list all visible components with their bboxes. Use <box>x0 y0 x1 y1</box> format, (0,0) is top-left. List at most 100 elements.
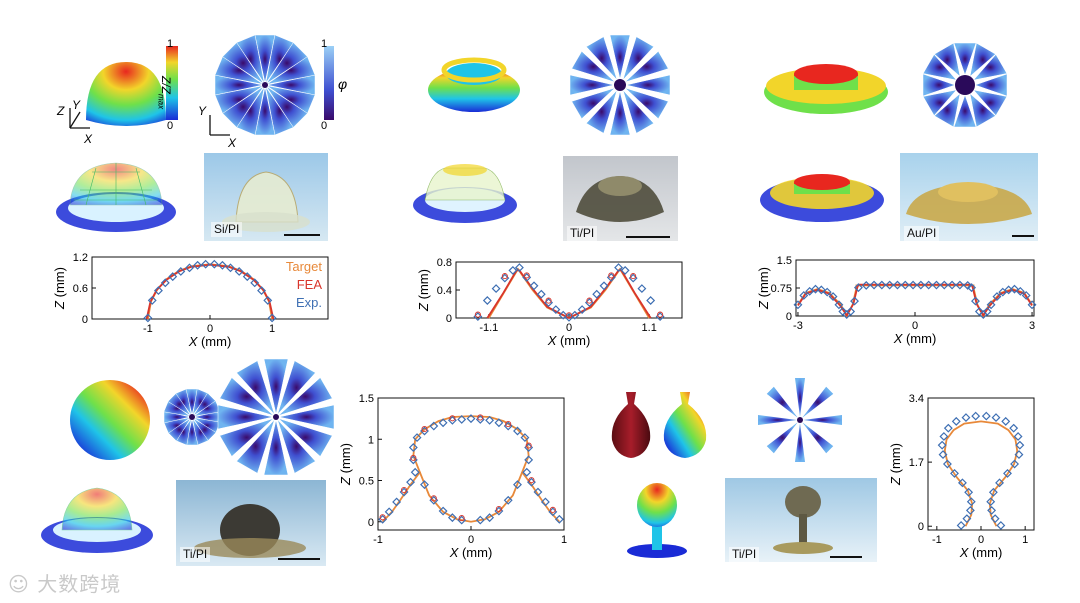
fea-point <box>523 272 530 279</box>
y-tick-label: 1.5 <box>777 255 792 267</box>
petal <box>974 73 1008 97</box>
exp-point <box>406 477 415 487</box>
x-tick-label: 1 <box>1022 534 1028 546</box>
petal <box>254 86 276 136</box>
petal <box>214 74 264 96</box>
exp-point <box>412 433 422 443</box>
petal-center <box>614 79 626 91</box>
x-tick-label: -1 <box>143 323 153 335</box>
fea-point <box>545 297 552 304</box>
flower-pattern-5 <box>217 358 335 476</box>
y-tick-label: 1.2 <box>73 252 88 264</box>
petal <box>922 89 958 116</box>
axis-glyph-x: X <box>84 132 93 146</box>
petal <box>236 360 275 415</box>
exp-point <box>838 307 848 316</box>
y-tick-label: 0.75 <box>771 283 792 295</box>
petal <box>254 34 276 84</box>
exp-point <box>990 514 1000 524</box>
exp-point <box>154 286 163 296</box>
y-tick-label: 0 <box>786 311 792 323</box>
exp-point <box>1015 440 1025 450</box>
exp-point <box>646 296 656 305</box>
petal <box>622 90 655 134</box>
chart-disk-ring: -3 0 300.751.5X (mm)Z (mm) <box>756 255 1037 346</box>
y-tick-label: 1 <box>368 434 374 446</box>
exp-point <box>966 497 976 507</box>
petal <box>277 360 316 415</box>
angle-colorbar-bottom: 0 <box>321 120 328 132</box>
petal-center <box>273 414 279 420</box>
exp-point <box>828 292 838 302</box>
exp-point <box>522 467 532 477</box>
petal <box>953 42 977 76</box>
petal <box>766 386 798 418</box>
exp-point <box>955 280 965 290</box>
plot-frame <box>455 261 683 319</box>
exp-point <box>267 313 277 323</box>
exp-point <box>971 411 981 421</box>
petal <box>953 94 977 128</box>
x-tick-label: 0 <box>468 534 474 546</box>
petal <box>622 36 655 80</box>
exp-point <box>1021 291 1031 300</box>
exp-point <box>805 286 815 296</box>
exp-point <box>160 278 170 288</box>
mesh-sphere <box>41 487 153 553</box>
exp-point <box>908 280 918 290</box>
exp-point <box>438 506 448 516</box>
mesh-cone-ring <box>413 164 517 223</box>
petal <box>266 86 308 128</box>
petal <box>219 418 274 457</box>
fea-point <box>449 415 456 422</box>
petal <box>236 419 275 474</box>
x-axis-label: X (mm) <box>959 545 1003 560</box>
exp-point <box>485 513 495 523</box>
disk-ring-3d-cap <box>794 64 858 84</box>
scale-bar-5 <box>830 556 862 558</box>
x-axis-label: X (mm) <box>547 333 591 348</box>
material-label-1: Si/PI <box>211 222 243 237</box>
x-tick-label: 1 <box>269 323 275 335</box>
exp-point <box>1014 450 1024 460</box>
exp-point <box>570 310 580 320</box>
exp-point <box>1010 459 1020 469</box>
exp-point <box>257 286 266 296</box>
exp-point <box>529 281 539 291</box>
axis-glyph-z: Z <box>57 104 65 118</box>
fea-point <box>410 454 417 461</box>
exp-point <box>524 455 534 465</box>
petal <box>571 87 615 120</box>
material-label-5: Ti/PI <box>729 547 760 562</box>
y-tick-label: 0.8 <box>437 257 452 269</box>
angle-colorbar <box>324 46 334 120</box>
petal <box>278 404 335 430</box>
x-axis-label: X (mm) <box>893 331 937 346</box>
height-colorbar-label: Z/Zmax <box>156 76 173 110</box>
exp-point <box>816 285 826 295</box>
petal <box>222 42 264 84</box>
petal <box>585 36 618 80</box>
x-tick-label: 0 <box>566 322 572 334</box>
exp-point <box>1015 286 1025 296</box>
exp-point <box>996 521 1006 530</box>
exp-point <box>965 505 975 515</box>
scale-bar-4 <box>278 558 320 560</box>
exp-point <box>551 305 561 315</box>
hemisphere-3d <box>86 62 166 126</box>
x-axis-label: X (mm) <box>188 334 232 349</box>
axes-glyph-1 <box>69 108 90 129</box>
scale-bar-2 <box>626 236 670 238</box>
exp-point <box>485 415 495 425</box>
exp-point <box>967 283 977 293</box>
exp-point <box>951 416 961 426</box>
flower-pattern-1 <box>214 34 316 136</box>
exp-point <box>263 295 273 305</box>
vase-photo <box>611 392 651 458</box>
exp-point <box>513 426 522 436</box>
x-tick-label: 1.1 <box>642 322 657 334</box>
x-axis-label: X (mm) <box>449 545 493 560</box>
exp-point <box>986 300 996 310</box>
petal <box>585 90 618 134</box>
exp-point <box>392 497 402 507</box>
